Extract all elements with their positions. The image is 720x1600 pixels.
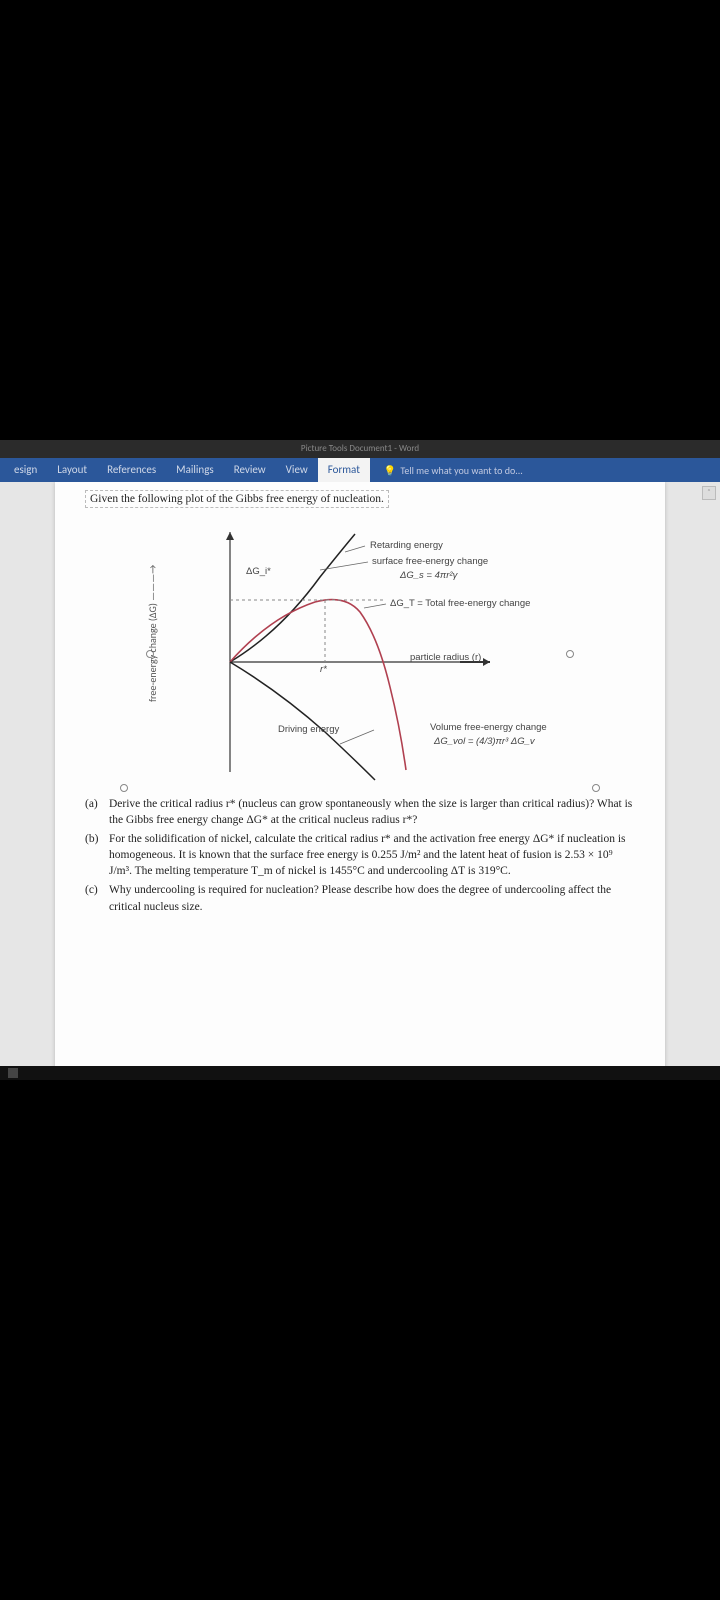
taskbar-icon[interactable] [8,1068,18,1078]
word-window: Picture Tools Document1 - Word esign Lay… [0,440,720,1080]
questions-block: (a) Derive the critical radius r* (nucle… [85,796,635,915]
label-retarding: Retarding energy [370,540,443,551]
ribbon-tabs: esign Layout References Mailings Review … [0,458,720,482]
question-b: (b) For the solidification of nickel, ca… [85,831,635,879]
question-c-label: (c) [85,882,109,914]
document-area: ˆ Given the following plot of the Gibbs … [0,482,720,1080]
label-volume-eq: ΔG_vol = (4/3)πr³ ΔG_v [434,736,535,747]
tab-review[interactable]: Review [224,458,276,482]
question-a: (a) Derive the critical radius r* (nucle… [85,796,635,828]
label-total: ΔG_T = Total free-energy change [390,598,530,609]
figure-caption: Given the following plot of the Gibbs fr… [85,490,389,508]
label-rstar: r* [320,664,327,675]
question-a-text: Derive the critical radius r* (nucleus c… [109,796,635,828]
selection-handle-br[interactable] [592,784,600,792]
question-b-text: For the solidification of nickel, calcul… [109,831,635,879]
question-a-label: (a) [85,796,109,828]
question-c: (c) Why undercooling is required for nuc… [85,882,635,914]
selection-handle-bl[interactable] [120,784,128,792]
label-driving: Driving energy [278,724,339,735]
label-surface: surface free-energy change [372,556,488,567]
tab-references[interactable]: References [97,458,166,482]
tab-design[interactable]: esign [4,458,47,482]
page: Given the following plot of the Gibbs fr… [55,482,665,1080]
y-axis-label: free-energy change (ΔG) ———→ [146,565,159,702]
bulb-icon: 💡 [384,464,396,477]
title-bar: Picture Tools Document1 - Word [0,440,720,458]
question-c-text: Why undercooling is required for nucleat… [109,882,635,914]
question-b-label: (b) [85,831,109,879]
tell-me-search[interactable]: 💡 Tell me what you want to do... [370,464,523,477]
nucleation-figure[interactable]: free-energy change (ΔG) ———→ Retarding e… [150,522,570,782]
selection-handle-right[interactable] [566,650,574,658]
tab-layout[interactable]: Layout [47,458,97,482]
taskbar [0,1066,720,1080]
label-delta-gi: ΔG_i* [246,566,271,577]
label-surface-eq: ΔG_s = 4πr²γ [400,570,457,581]
tab-view[interactable]: View [276,458,318,482]
scroll-up-button[interactable]: ˆ [702,486,716,500]
tab-mailings[interactable]: Mailings [166,458,224,482]
tell-me-text: Tell me what you want to do... [400,464,522,477]
tab-format[interactable]: Format [318,458,370,482]
label-volume: Volume free-energy change [430,722,547,733]
label-radius: particle radius (r) [410,652,481,663]
